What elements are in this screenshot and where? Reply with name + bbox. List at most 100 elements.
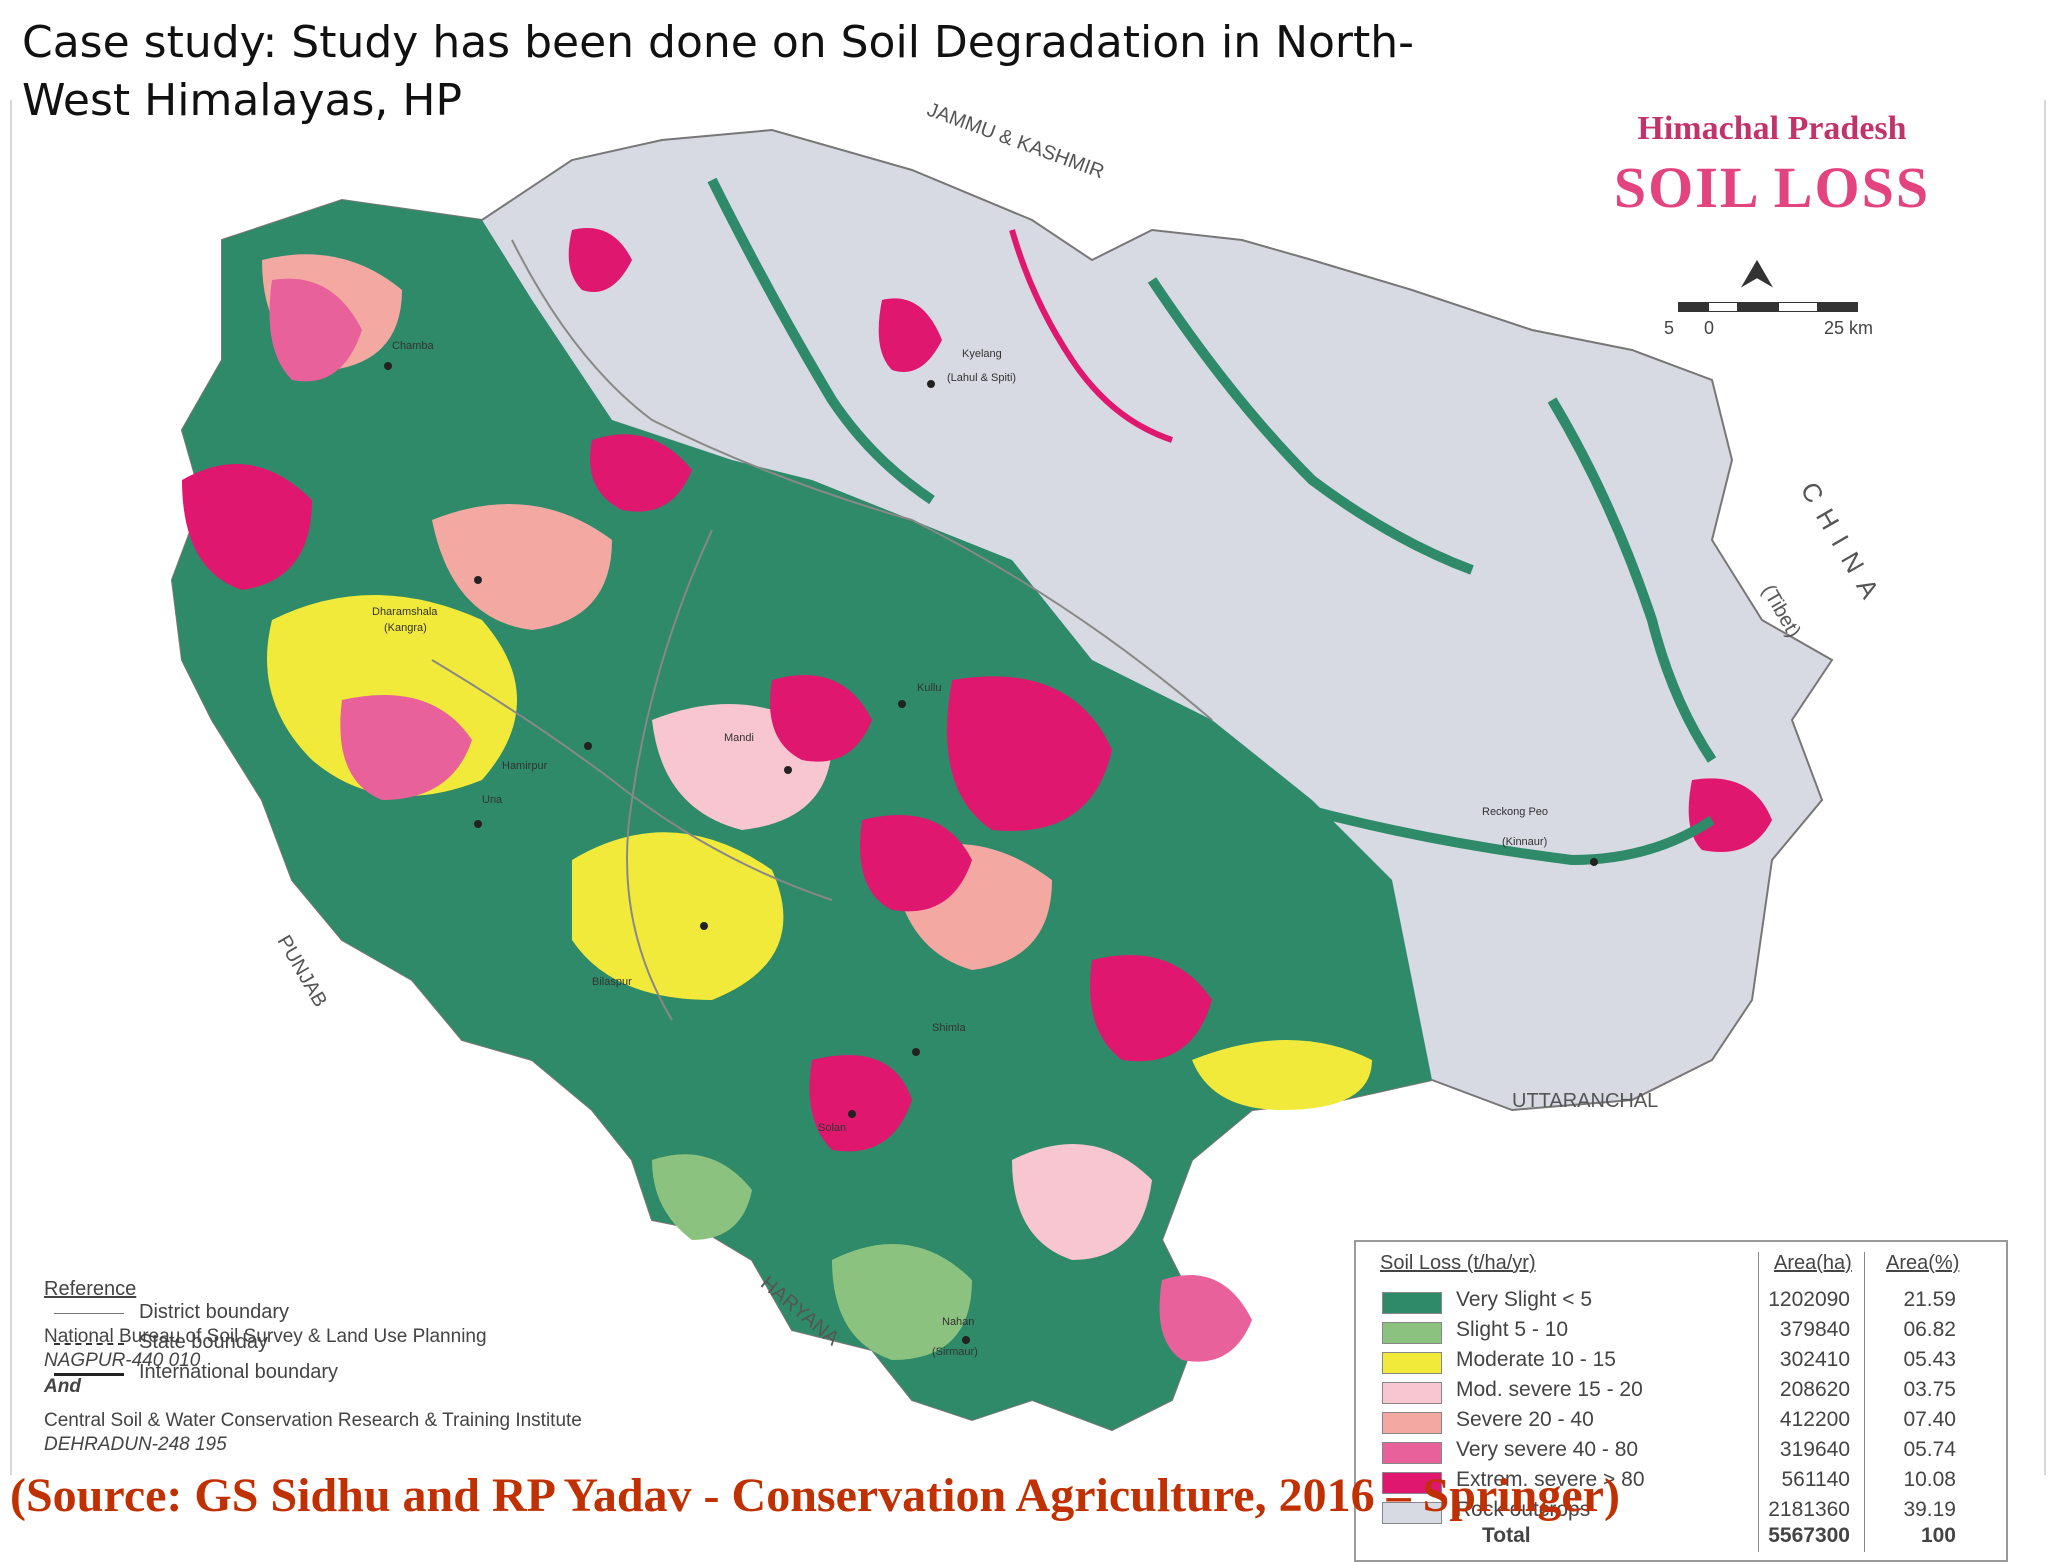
extreme-severe-patch — [568, 228, 632, 292]
legend-row-area-ha: 379840 — [1779, 1318, 1850, 1341]
scale-label-left: 5 — [1664, 318, 1675, 338]
legend-row-label: Very severe 40 - 80 — [1456, 1438, 1639, 1461]
town-label: (Kinnaur) — [1502, 836, 1548, 848]
legend-row-area-pct: 05.43 — [1903, 1348, 1956, 1371]
agency-cswcrti: Central Soil & Water Conservation Resear… — [44, 1410, 582, 1431]
legend-row: Rock outcrops 2181360 39.19 — [1356, 1498, 2006, 1528]
very-severe-patch — [1159, 1275, 1252, 1362]
reference-item: International boundary — [44, 1361, 644, 1391]
legend-total-ha: 5567300 — [1768, 1524, 1850, 1547]
town-marker — [898, 700, 906, 708]
legend-divider — [1758, 1252, 1759, 1552]
legend-total-label: Total — [1482, 1524, 1531, 1547]
river-valley — [1147, 277, 1474, 575]
legend-swatch — [1382, 1352, 1442, 1374]
legend-row-area-pct: 05.74 — [1903, 1438, 1956, 1461]
legend-row-label: Very Slight < 5 — [1456, 1288, 1592, 1311]
legend-row-area-ha: 208620 — [1779, 1378, 1850, 1401]
soil-loss-map: Himachal Pradesh SOIL LOSS ⮝ 5 0 25 km J… — [10, 99, 2046, 1562]
legend-row: Severe 20 - 40 412200 07.40 — [1356, 1408, 2006, 1438]
town-label: Mandi — [724, 732, 754, 744]
legend-row: Mod. severe 15 - 20 208620 03.75 — [1356, 1378, 2006, 1408]
agency-cswcrti-city: DEHRADUN-248 195 — [44, 1434, 227, 1455]
very-severe-patch — [269, 278, 362, 382]
extreme-severe-patch — [770, 675, 872, 762]
reference-item: State bounday — [44, 1331, 644, 1361]
scale-bar — [1678, 302, 1858, 312]
district-boundary — [511, 239, 1213, 721]
river-valley — [1270, 795, 1715, 866]
legend-row: Slight 5 - 10 379840 06.82 — [1356, 1318, 2006, 1348]
reference-heading: Reference — [44, 1278, 137, 1300]
agency-and: And — [44, 1376, 81, 1397]
town-label: Kullu — [917, 682, 942, 694]
legend-row-area-pct: 39.19 — [1903, 1498, 1956, 1521]
source-citation: (Source: GS Sidhu and RP Yadav - Conserv… — [10, 1469, 1620, 1522]
extreme-severe-patch — [1688, 778, 1772, 852]
legend-swatch — [1382, 1502, 1442, 1524]
extreme-severe-patch — [1090, 955, 1212, 1062]
legend-row-area-pct: 10.08 — [1903, 1468, 1956, 1491]
legend-swatch — [1382, 1382, 1442, 1404]
legend-row-label: Rock outcrops — [1456, 1498, 1591, 1521]
town-label: (Kangra) — [384, 622, 427, 634]
legend-row-area-ha: 302410 — [1779, 1348, 1850, 1371]
legend-swatch — [1382, 1472, 1442, 1494]
town-label: Hamirpur — [502, 760, 548, 772]
extreme-severe-patch — [947, 676, 1112, 831]
agency-nbss-city: NAGPUR-440 010 — [44, 1350, 201, 1371]
mod-severe-patch — [1012, 1144, 1152, 1260]
town-marker — [962, 1336, 970, 1344]
town-marker — [912, 1048, 920, 1056]
moderate-patch — [572, 832, 784, 1000]
town-marker — [848, 1110, 856, 1118]
slide-title: Case study: Study has been done on Soil … — [22, 17, 1415, 126]
legend-row-area-pct: 21.59 — [1903, 1288, 1956, 1311]
legend-row: Moderate 10 - 15 302410 05.43 — [1356, 1348, 2006, 1378]
legend-divider — [1864, 1252, 1865, 1552]
scale-label-right: 25 km — [1824, 318, 1874, 338]
legend-row: Very Slight < 5 1202090 21.59 — [1356, 1288, 2006, 1318]
extreme-severe-patch — [878, 298, 942, 372]
legend-col-area-pct: Area(%) — [1886, 1252, 1960, 1274]
legend-row-area-pct: 03.75 — [1903, 1378, 1956, 1401]
town-label: Kyelang — [962, 348, 1002, 360]
town-marker — [927, 380, 935, 388]
slight-patch — [832, 1244, 972, 1360]
legend-swatch — [1382, 1412, 1442, 1434]
district-boundary — [431, 659, 833, 901]
town-label: Dharamshala — [372, 606, 438, 618]
severe-patch — [432, 504, 612, 630]
town-label: Nahan — [942, 1316, 975, 1328]
legend-row-label: Moderate 10 - 15 — [1456, 1348, 1616, 1371]
town-label: (Lahul & Spiti) — [947, 372, 1017, 384]
legend-swatch — [1382, 1322, 1442, 1344]
legend-row-label: Slight 5 - 10 — [1456, 1318, 1569, 1341]
town-label: Una — [482, 794, 503, 806]
scale-label-zero: 0 — [1704, 318, 1715, 338]
map-reference: Reference District boundary State bounda… — [44, 1278, 644, 1391]
legend-row-label: Mod. severe 15 - 20 — [1456, 1378, 1643, 1401]
reference-item-label: District boundary — [139, 1301, 290, 1323]
legend-row-area-pct: 06.82 — [1903, 1318, 1956, 1341]
town-marker — [384, 362, 392, 370]
legend-row-label: Severe 20 - 40 — [1456, 1408, 1594, 1431]
legend-row-area-ha: 319640 — [1779, 1438, 1850, 1461]
international-boundary-line — [54, 1373, 124, 1376]
legend-row: Extrem. severe > 80 561140 10.08 — [1356, 1468, 2006, 1498]
town-marker — [784, 766, 792, 774]
legend-row-area-ha: 561140 — [1781, 1468, 1850, 1491]
town-label: Shimla — [932, 1022, 966, 1034]
reference-item-label: International boundary — [139, 1361, 339, 1383]
town-marker — [474, 820, 482, 828]
town-marker — [584, 742, 592, 750]
river-valley — [1009, 229, 1173, 443]
river-valley — [707, 177, 935, 505]
agency-nbss: National Bureau of Soil Survey & Land Us… — [44, 1326, 487, 1347]
very-severe-patch — [340, 695, 472, 800]
legend-row-label: Extrem. severe > 80 — [1456, 1468, 1645, 1491]
extreme-severe-patch — [182, 464, 312, 590]
town-label: Chamba — [392, 340, 434, 352]
reference-item: District boundary — [44, 1301, 644, 1331]
legend-row-area-ha: 412200 — [1779, 1408, 1850, 1431]
